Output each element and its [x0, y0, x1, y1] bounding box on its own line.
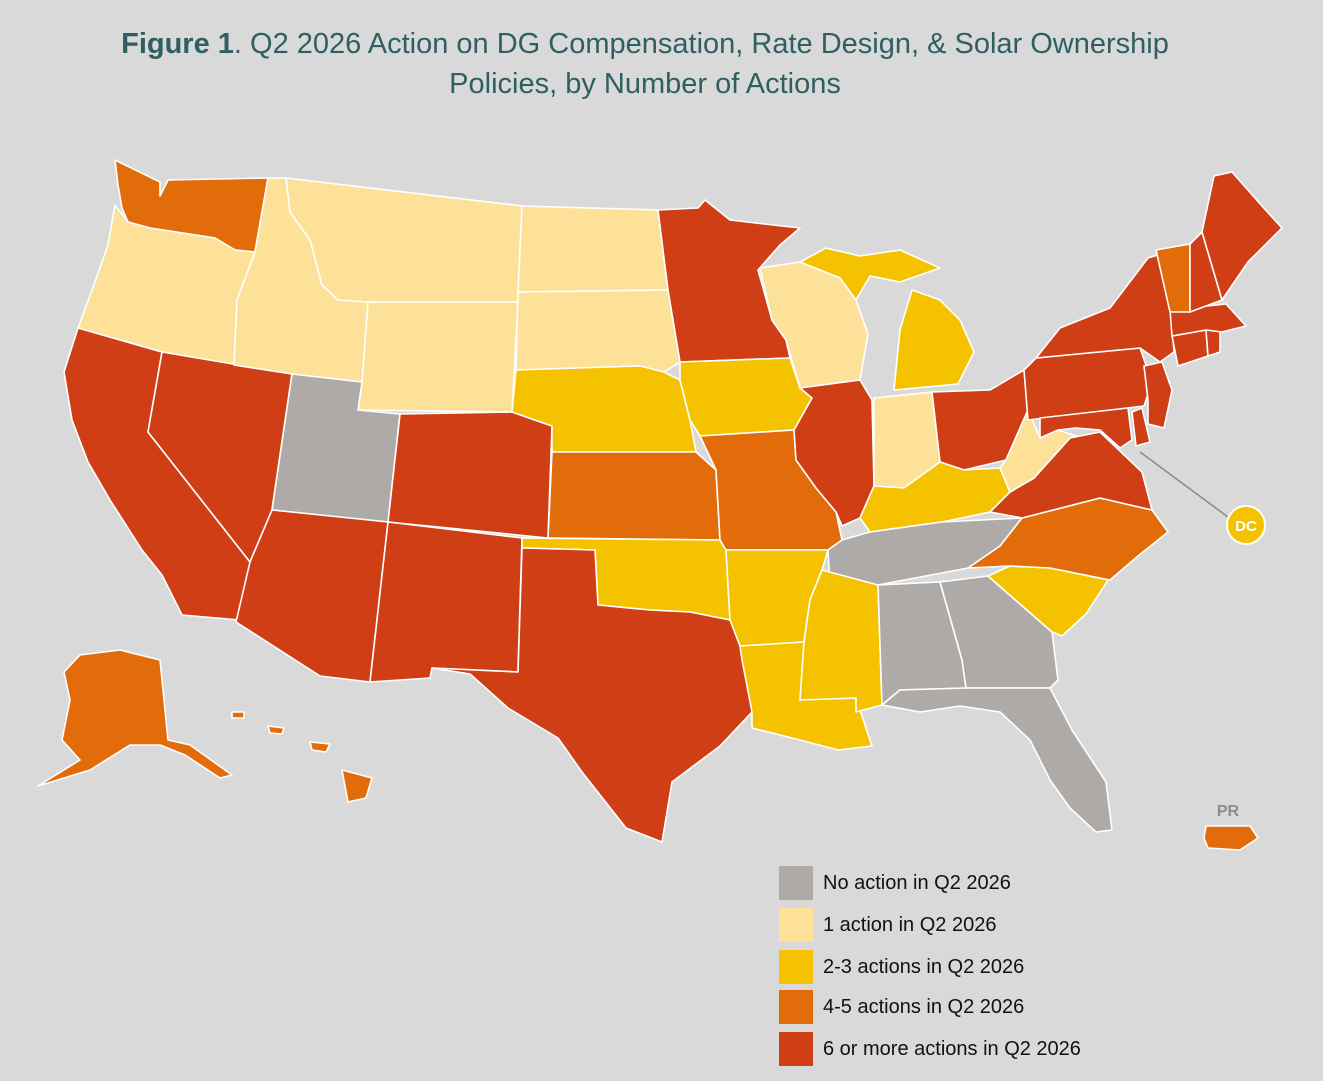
legend-item-two-three: 2-3 actions in Q2 2026 [779, 950, 1199, 984]
state-MT[interactable] [285, 177, 523, 303]
legend-label-six-plus: 6 or more actions in Q2 2026 [823, 1038, 1081, 1060]
state-NE[interactable] [511, 365, 697, 453]
state-PA[interactable] [1023, 347, 1153, 421]
dc-callout-label: DC [1235, 518, 1257, 535]
dc-callout-circle[interactable] [1226, 505, 1266, 545]
legend-label-one: 1 action in Q2 2026 [823, 914, 997, 936]
state-NY[interactable] [1035, 251, 1175, 363]
legend-swatch-four-five [779, 990, 813, 1024]
legend-swatch-two-three [779, 950, 813, 984]
legend-swatch-one [779, 908, 813, 942]
state-ME[interactable] [1201, 171, 1283, 301]
legend-item-four-five: 4-5 actions in Q2 2026 [779, 990, 1199, 1024]
figure-title-text: . Q2 2026 Action on DG Compensation, Rat… [233, 28, 1169, 60]
state-IA[interactable] [679, 357, 813, 437]
state-MI-lower[interactable] [893, 289, 975, 391]
legend-label-none: No action in Q2 2026 [823, 872, 1011, 894]
legend-item-none: No action in Q2 2026 [779, 866, 1199, 900]
state-NJ[interactable] [1143, 361, 1173, 429]
legend-label-four-five: 4-5 actions in Q2 2026 [823, 996, 1025, 1018]
state-AK[interactable] [37, 649, 233, 787]
pr-label: PR [1217, 803, 1240, 820]
legend-label-two-three: 2-3 actions in Q2 2026 [823, 956, 1025, 978]
state-SD[interactable] [515, 289, 681, 373]
state-DE[interactable] [1131, 407, 1151, 447]
state-ND[interactable] [517, 205, 669, 293]
state-KS[interactable] [547, 451, 721, 541]
state-WY[interactable] [357, 301, 519, 413]
state-MI-upper[interactable] [799, 247, 941, 301]
legend-swatch-none [779, 866, 813, 900]
legend-item-six-plus: 6 or more actions in Q2 2026 [779, 1032, 1199, 1066]
state-IL[interactable] [793, 379, 875, 527]
state-NM[interactable] [369, 521, 523, 683]
dc-callout-line [1139, 451, 1233, 521]
state-HI[interactable] [231, 711, 373, 803]
legend-swatch-six-plus [779, 1032, 813, 1066]
state-MD[interactable] [1039, 407, 1133, 449]
state-FL[interactable] [881, 687, 1113, 833]
figure-title-line2: Policies, by Number of Actions [449, 68, 841, 100]
figure-label: Figure 1 [121, 28, 234, 60]
territory-PR[interactable] [1203, 825, 1259, 851]
figure-title: Figure 1. Q2 2026 Action on DG Compensat… [0, 24, 1290, 104]
legend-item-one: 1 action in Q2 2026 [779, 908, 1199, 942]
state-TX[interactable] [431, 547, 753, 843]
state-NC[interactable] [967, 497, 1169, 581]
state-CO[interactable] [387, 411, 553, 539]
